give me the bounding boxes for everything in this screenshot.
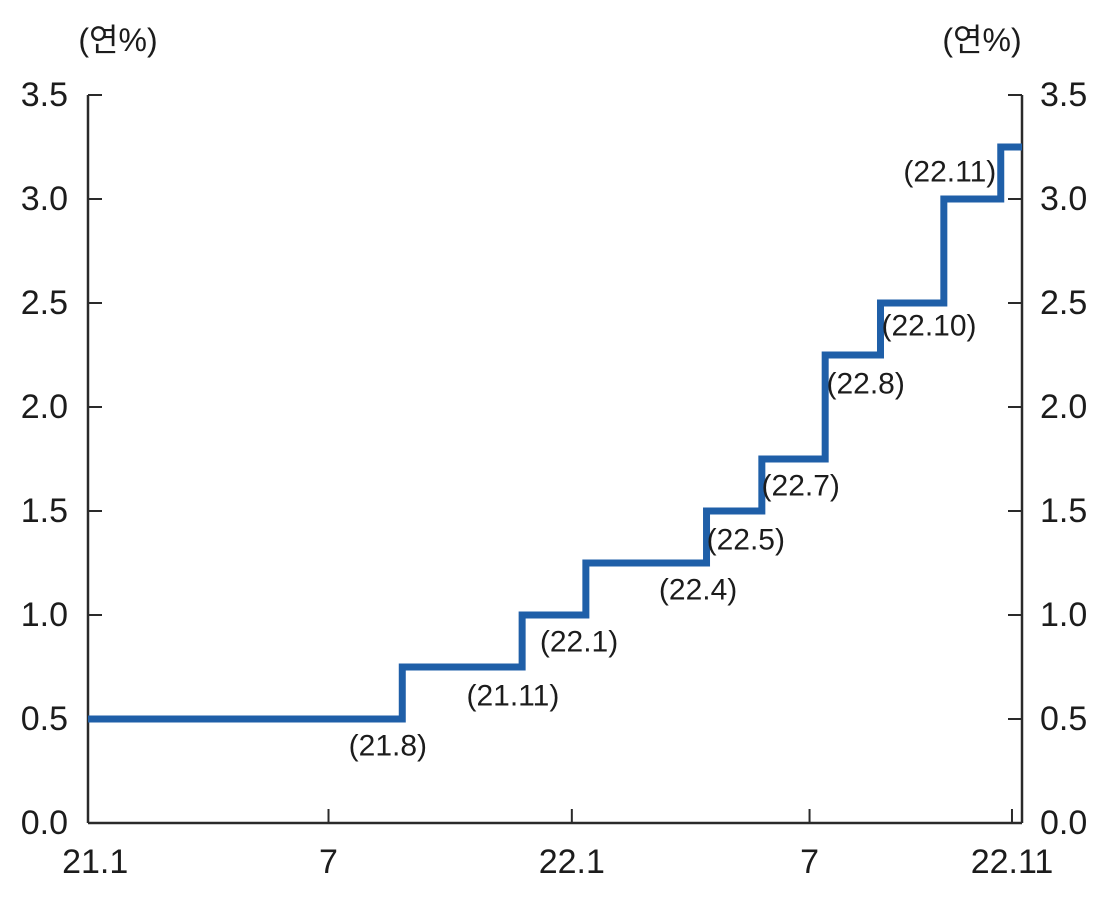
x-tick-label: 21.1 xyxy=(62,843,128,881)
y-tick-label-left: 1.0 xyxy=(21,596,68,634)
y-tick-label-left: 3.5 xyxy=(21,76,68,114)
x-tick-label: 22.11 xyxy=(971,843,1054,881)
y-tick-label-right: 3.5 xyxy=(1040,76,1087,114)
rate-change-annotation: (22.1) xyxy=(540,626,618,659)
y-tick-label-right: 1.5 xyxy=(1040,492,1087,530)
rate-change-annotation: (22.5) xyxy=(707,524,785,557)
y-tick-label-right: 1.0 xyxy=(1040,596,1087,634)
rate-change-annotation: (22.7) xyxy=(762,470,840,503)
y-tick-label-left: 1.5 xyxy=(21,492,68,530)
y-tick-label-right: 3.0 xyxy=(1040,180,1087,218)
x-tick-label: 22.1 xyxy=(539,843,605,881)
base-rate-step-line xyxy=(88,143,1022,723)
right-axis-unit-label: (연%) xyxy=(942,22,1022,58)
y-tick-label-right: 2.5 xyxy=(1040,284,1087,322)
y-tick-label-right: 0.5 xyxy=(1040,700,1087,738)
left-axis-unit-label: (연%) xyxy=(78,22,158,58)
y-tick-label-right: 2.0 xyxy=(1040,388,1087,426)
y-tick-label-left: 3.0 xyxy=(21,180,68,218)
y-tick-label-left: 0.5 xyxy=(21,700,68,738)
rate-change-annotation: (22.4) xyxy=(659,574,737,607)
y-tick-label-left: 2.0 xyxy=(21,388,68,426)
y-tick-label-left: 2.5 xyxy=(21,284,68,322)
y-tick-label-left: 0.0 xyxy=(21,804,68,842)
rate-change-annotation: (21.8) xyxy=(349,730,427,763)
rate-change-annotation: (21.11) xyxy=(466,680,559,713)
y-tick-label-right: 0.0 xyxy=(1040,804,1087,842)
rate-change-annotation: (22.8) xyxy=(826,368,904,401)
rate-change-annotation: (22.10) xyxy=(881,309,976,342)
x-tick-label: 7 xyxy=(319,843,338,881)
x-tick-label: 7 xyxy=(800,843,819,881)
rate-change-annotation: (22.11) xyxy=(903,155,996,188)
